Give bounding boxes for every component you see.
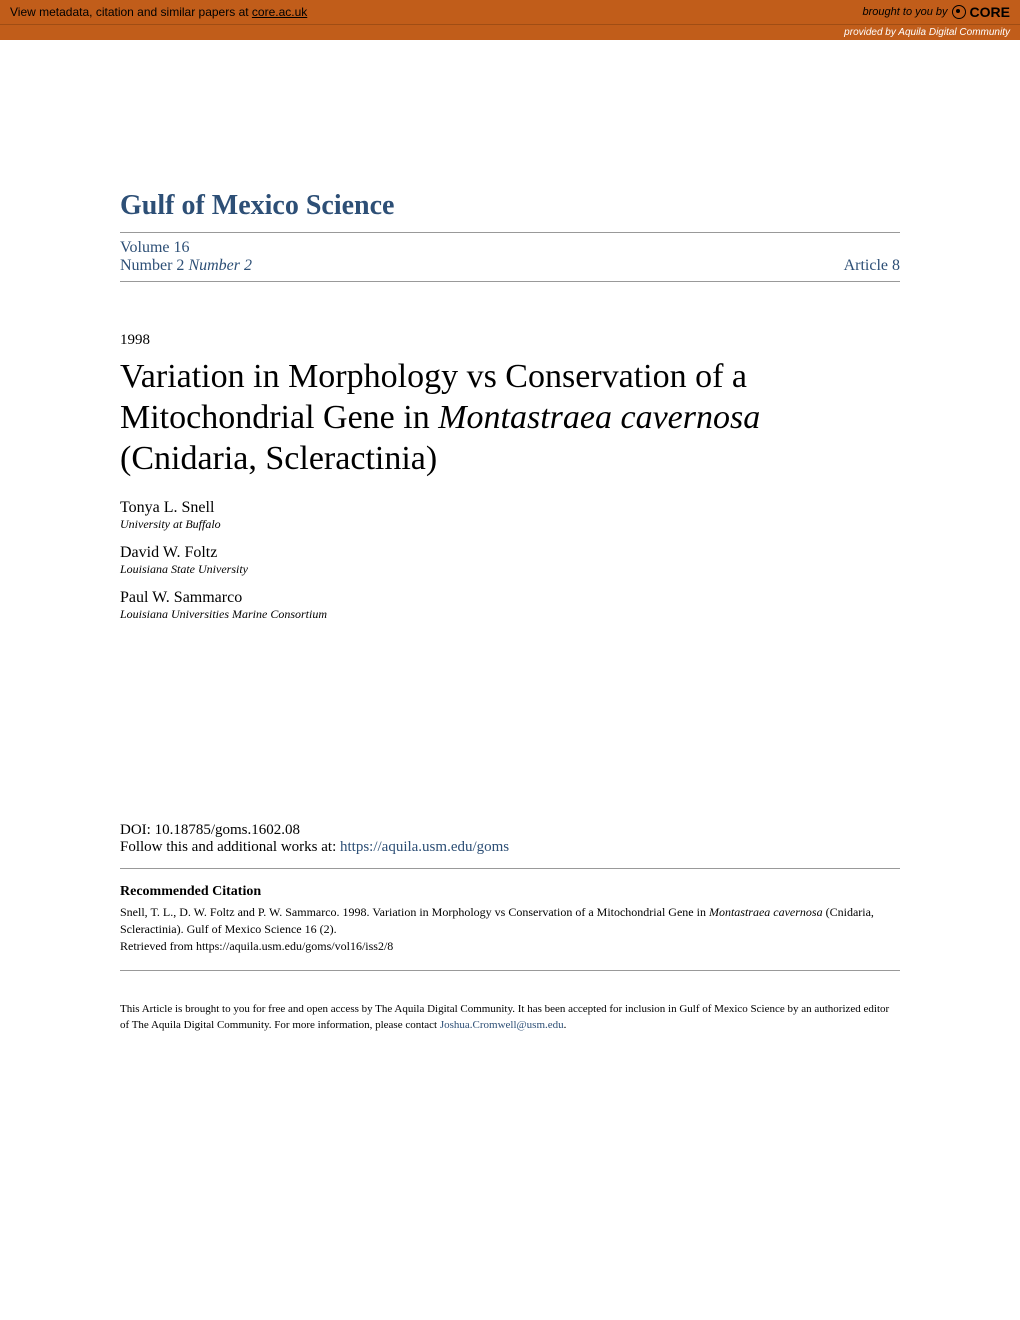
author-affiliation: Louisiana State University xyxy=(120,562,900,577)
citation-part1: Snell, T. L., D. W. Foltz and P. W. Samm… xyxy=(120,905,709,919)
number-link[interactable]: Number 2 Number 2 xyxy=(120,257,252,274)
follow-text: Follow this and additional works at: xyxy=(120,839,340,855)
author-block: Tonya L. Snell University at Buffalo xyxy=(120,499,900,532)
core-banner: View metadata, citation and similar pape… xyxy=(0,0,1020,24)
author-name: David W. Foltz xyxy=(120,544,900,562)
volume-link[interactable]: Volume 16 xyxy=(120,239,189,256)
author-block: Paul W. Sammarco Louisiana Universities … xyxy=(120,589,900,622)
title-italic: Montastraea cavernosa xyxy=(438,399,760,436)
citation-retrieved: Retrieved from https://aquila.usm.edu/go… xyxy=(120,938,900,955)
issue-info-row: Volume 16 Number 2 Number 2 Article 8 xyxy=(120,232,900,282)
brought-by-section: brought to you by CORE xyxy=(863,4,1010,20)
core-label: CORE xyxy=(970,4,1010,20)
provided-by-banner: provided by Aquila Digital Community xyxy=(0,24,1020,40)
authors-list: Tonya L. Snell University at Buffalo Dav… xyxy=(120,499,900,622)
brought-by-text: brought to you by xyxy=(863,6,948,18)
article-link[interactable]: Article 8 xyxy=(844,257,900,274)
author-name: Tonya L. Snell xyxy=(120,499,900,517)
provided-by-name: Aquila Digital Community xyxy=(898,27,1010,38)
author-affiliation: University at Buffalo xyxy=(120,517,900,532)
follow-link[interactable]: https://aquila.usm.edu/goms xyxy=(340,839,509,855)
doi-section: DOI: 10.18785/goms.1602.08 Follow this a… xyxy=(120,822,900,869)
core-link[interactable]: core.ac.uk xyxy=(252,5,307,19)
number-italic: Number 2 xyxy=(188,257,252,274)
article-number-block: Article 8 xyxy=(844,257,900,275)
journal-title-link[interactable]: Gulf of Mexico Science xyxy=(120,190,394,221)
number-label: Number 2 xyxy=(120,257,184,274)
author-affiliation: Louisiana Universities Marine Consortium xyxy=(120,607,900,622)
title-part2: (Cnidaria, Scleractinia) xyxy=(120,440,437,477)
article-title: Variation in Morphology vs Conservation … xyxy=(120,357,900,479)
citation-text: Snell, T. L., D. W. Foltz and P. W. Samm… xyxy=(120,904,900,954)
footer-part2: . xyxy=(564,1019,567,1031)
article-content: Gulf of Mexico Science Volume 16 Number … xyxy=(0,40,1020,1084)
volume-number-block: Volume 16 Number 2 Number 2 xyxy=(120,239,252,275)
provided-by-prefix: provided by xyxy=(844,27,898,38)
metadata-link-text: View metadata, citation and similar pape… xyxy=(10,5,307,19)
author-name: Paul W. Sammarco xyxy=(120,589,900,607)
follow-works-row: Follow this and additional works at: htt… xyxy=(120,839,900,856)
core-logo: CORE xyxy=(952,4,1010,20)
citation-heading: Recommended Citation xyxy=(120,884,900,900)
doi-text: DOI: 10.18785/goms.1602.08 xyxy=(120,822,900,839)
author-block: David W. Foltz Louisiana State Universit… xyxy=(120,544,900,577)
core-icon xyxy=(952,5,966,19)
contact-email-link[interactable]: Joshua.Cromwell@usm.edu xyxy=(440,1019,564,1031)
citation-italic: Montastraea cavernosa xyxy=(709,905,823,919)
metadata-prefix: View metadata, citation and similar pape… xyxy=(10,5,252,19)
footer-text: This Article is brought to you for free … xyxy=(120,1001,900,1034)
citation-section: Recommended Citation Snell, T. L., D. W.… xyxy=(120,884,900,970)
journal-title: Gulf of Mexico Science xyxy=(120,190,900,222)
publication-year: 1998 xyxy=(120,332,900,349)
